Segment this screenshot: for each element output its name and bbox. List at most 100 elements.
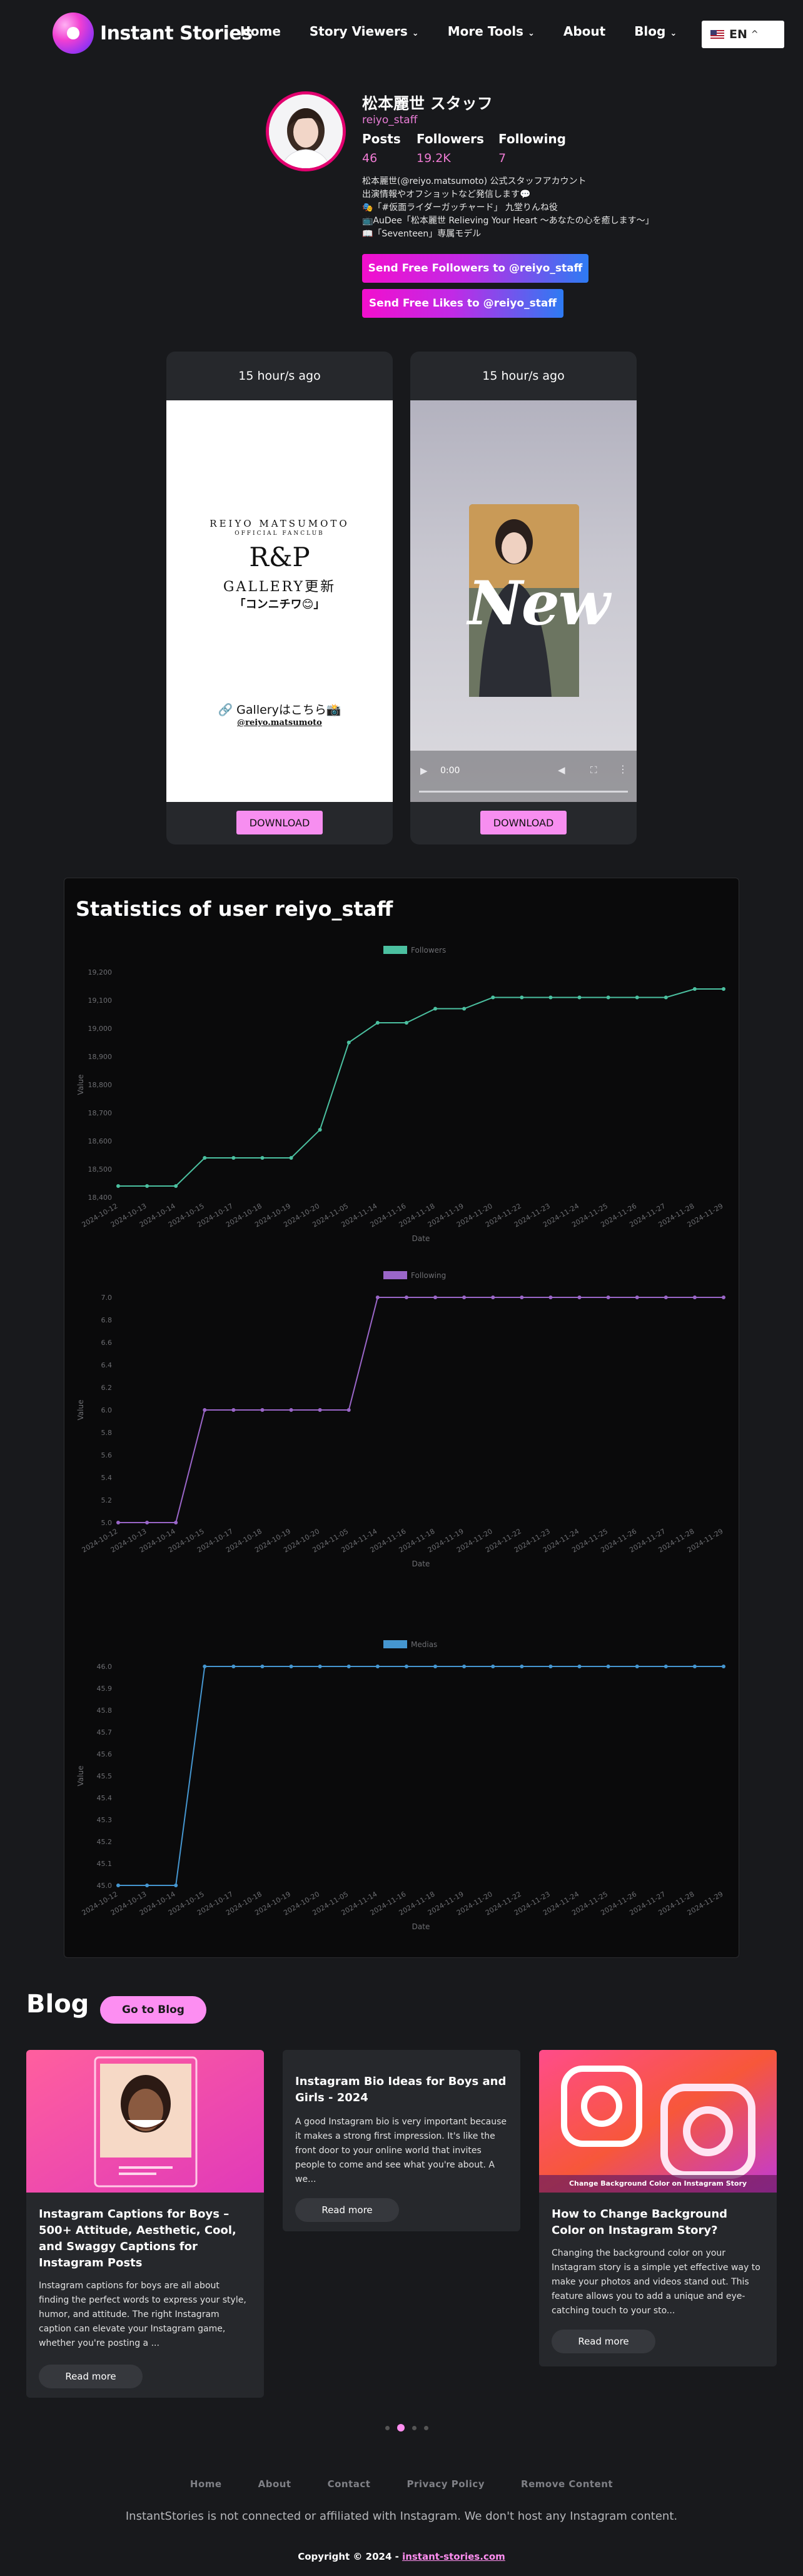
y-tick-label: 19,000	[88, 1025, 113, 1033]
y-tick-label: 6.6	[101, 1339, 113, 1347]
carousel-dot[interactable]	[412, 2425, 417, 2430]
data-point	[231, 1408, 236, 1412]
data-point	[491, 1665, 495, 1668]
y-tick-label: 6.0	[101, 1406, 113, 1414]
series-line	[118, 1297, 724, 1523]
y-tick-label: 45.7	[97, 1728, 113, 1737]
legend-label: Following	[411, 1271, 446, 1280]
chevron-down-icon: ⌄	[412, 29, 419, 38]
story-image[interactable]: REIYO MATSUMOTO OFFICIAL FANCLUB R&P GAL…	[166, 400, 393, 802]
statistics-title: Statistics of user reiyo_staff	[76, 897, 393, 921]
data-point	[577, 1296, 582, 1299]
y-tick-label: 18,600	[88, 1137, 113, 1145]
blog-card-title[interactable]: Instagram Bio Ideas for Boys and Girls -…	[295, 2075, 507, 2104]
data-point	[462, 1007, 467, 1011]
nav-about[interactable]: About	[563, 24, 606, 39]
data-point	[203, 1665, 207, 1668]
data-point	[260, 1665, 265, 1668]
blog-card[interactable]: Change Background Color on Instagram Sto…	[539, 2050, 777, 2366]
data-point	[318, 1408, 322, 1412]
send-followers-button[interactable]: Send Free Followers to @reiyo_staff	[362, 254, 588, 283]
logo-icon	[53, 13, 94, 54]
medias-chart: 45.0 45.1 45.2 45.3 45.4 45.5 45.6 45.7 45.8 45.9…	[76, 1640, 725, 1931]
footer-privacy-link[interactable]: Privacy Policy	[407, 2478, 485, 2490]
blog-card[interactable]: Instagram Bio Ideas for Boys and Girls -…	[283, 2050, 520, 2231]
x-axis-label: Date	[412, 1559, 430, 1568]
story-video[interactable]: New ▶ 0:00 ◀ ⛶ ⋮	[410, 400, 637, 802]
y-tick-label: 45.0	[97, 1882, 113, 1890]
download-button[interactable]: DOWNLOAD	[236, 811, 323, 834]
stat-following-value: 7	[498, 151, 507, 165]
chevron-down-icon: ⌄	[527, 29, 535, 38]
footer-about-link[interactable]: About	[258, 2478, 291, 2490]
nav-story-viewers[interactable]: Story Viewers ⌄	[310, 24, 419, 39]
site-logo[interactable]: Instant Stories	[53, 13, 253, 54]
read-more-button[interactable]: Read more	[295, 2198, 399, 2222]
footer-remove-content-link[interactable]: Remove Content	[521, 2478, 614, 2490]
stat-posts: Posts 46	[362, 131, 401, 165]
fullscreen-icon[interactable]: ⛶	[590, 764, 597, 776]
blog-card[interactable]: Instagram Captions for Boys – 500+ Attit…	[26, 2050, 264, 2398]
profile-handle[interactable]: reiyo_staff	[362, 114, 418, 126]
following-chart: 5.05.25.45.65.86.06.26.46.66.87.02024-10…	[76, 1271, 725, 1568]
download-button[interactable]: DOWNLOAD	[480, 811, 567, 834]
send-likes-button[interactable]: Send Free Likes to @reiyo_staff	[362, 289, 563, 318]
blog-card-image-caption: Change Background Color on Instagram Sto…	[568, 2179, 747, 2188]
story-text: 「コンニチワ😊」	[234, 598, 325, 611]
data-point	[462, 1296, 467, 1299]
story-text: @reiyo.matsumoto	[237, 718, 322, 728]
story-text: GALLERY更新	[223, 579, 336, 595]
carousel-dot[interactable]	[385, 2425, 390, 2430]
copyright-text: Copyright © 2024 -	[298, 2551, 403, 2562]
profile-avatar	[266, 91, 346, 171]
nav-menu: Home Story Viewers ⌄ More Tools ⌄ About …	[240, 24, 752, 39]
data-point	[462, 1665, 467, 1668]
data-point	[692, 1665, 697, 1668]
y-tick-label: 6.4	[101, 1361, 113, 1369]
read-more-button[interactable]: Read more	[552, 2330, 655, 2353]
carousel-dots	[385, 2424, 428, 2431]
read-more-button[interactable]: Read more	[39, 2365, 143, 2388]
data-point	[203, 1156, 207, 1160]
data-point	[491, 995, 495, 1000]
story-card: 15 hour/s ago REIYO MATSUMOTO OFFICIAL F…	[166, 352, 393, 844]
footer-copyright: Copyright © 2024 - instant-stories.com	[0, 2551, 803, 2562]
carousel-dot-active[interactable]	[397, 2424, 405, 2431]
site-link[interactable]: instant-stories.com	[402, 2551, 505, 2562]
nav-more-tools-label: More Tools	[447, 24, 523, 39]
data-point	[375, 1296, 380, 1299]
data-point	[318, 1665, 322, 1668]
stat-followers-value: 19.2K	[417, 151, 451, 165]
data-point	[433, 1007, 438, 1011]
y-tick-label: 18,500	[88, 1165, 113, 1174]
footer-home-link[interactable]: Home	[189, 2478, 222, 2490]
y-tick-label: 45.2	[97, 1838, 113, 1846]
series-line	[118, 988, 724, 1187]
y-tick-label: 5.0	[101, 1519, 113, 1527]
language-selector[interactable]: EN ^	[702, 21, 784, 48]
blog-card-title[interactable]: How to Change Background Color on Instag…	[552, 2208, 728, 2237]
nav-more-tools[interactable]: More Tools ⌄	[448, 24, 535, 39]
nav-home[interactable]: Home	[240, 24, 281, 39]
data-point	[520, 1665, 524, 1668]
data-point	[606, 1296, 610, 1299]
nav-blog[interactable]: Blog ⌄	[634, 24, 677, 39]
data-point	[722, 1665, 725, 1668]
play-icon[interactable]: ▶	[420, 765, 428, 776]
carousel-dot[interactable]	[424, 2425, 428, 2430]
more-options-icon[interactable]: ⋮	[618, 763, 628, 775]
bio-line: 出演情報やオフショットなど発信します💬	[362, 190, 531, 200]
blog-card-title[interactable]: Instagram Captions for Boys – 500+ Attit…	[39, 2208, 236, 2269]
footer-contact-link[interactable]: Contact	[327, 2478, 371, 2490]
go-to-blog-button[interactable]: Go to Blog	[100, 1996, 206, 2024]
y-tick-label: 45.4	[97, 1794, 113, 1802]
story-text: REIYO MATSUMOTO	[210, 518, 350, 529]
data-point	[404, 1665, 408, 1668]
data-point	[635, 1296, 639, 1299]
volume-icon[interactable]: ◀	[558, 764, 565, 776]
y-tick-label: 45.6	[97, 1750, 113, 1758]
blog-card-excerpt: Changing the background color on your In…	[552, 2248, 760, 2316]
statistics-panel: Statistics of user reiyo_staff 18,400 18,…	[64, 878, 739, 1958]
data-point	[692, 1296, 697, 1299]
data-point	[318, 1128, 322, 1132]
